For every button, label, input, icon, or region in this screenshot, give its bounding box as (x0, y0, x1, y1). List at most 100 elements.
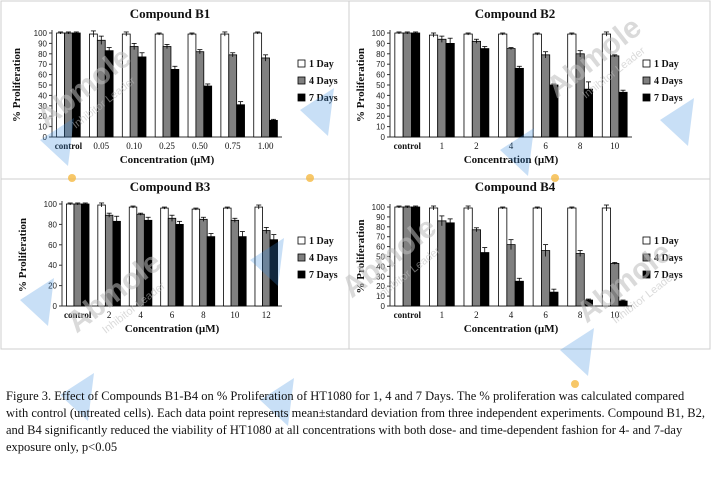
bar-1 (429, 34, 439, 138)
x-tick-label: control (394, 310, 422, 320)
y-tick-label: 0 (43, 133, 48, 142)
legend-swatch (642, 270, 651, 279)
legend-label: 1 Day (309, 59, 334, 70)
panel-b4-border (348, 178, 711, 350)
legend-swatch (642, 93, 651, 102)
bar-1 (220, 33, 230, 138)
watermark-wedge (20, 278, 54, 326)
legend-label: 7 Days (654, 270, 683, 281)
y-tick-label: 50 (376, 81, 385, 90)
watermark-wedge (250, 238, 284, 286)
x-tick-label: 6 (543, 141, 548, 151)
bar-2 (506, 48, 516, 138)
x-tick-label: 6 (543, 310, 548, 320)
x-tick-label: 10 (610, 310, 620, 320)
bar-3 (269, 119, 278, 138)
bar-2 (228, 54, 238, 138)
y-tick-label: 40 (38, 91, 47, 100)
y-tick-label: 70 (376, 60, 385, 69)
y-tick-label: 80 (376, 223, 385, 232)
bar-3 (514, 280, 524, 307)
bar-2 (73, 203, 82, 307)
x-tick-label: 4 (138, 310, 143, 320)
bar-1 (191, 208, 201, 307)
y-tick-label: 40 (48, 261, 57, 270)
y-tick-label: 20 (38, 112, 47, 121)
bar-3 (411, 32, 421, 138)
bar-3 (445, 43, 455, 138)
bar-2 (162, 46, 172, 138)
y-axis-label: % Proliferation (355, 219, 367, 293)
x-tick-label: 8 (578, 141, 583, 151)
y-tick-label: 100 (44, 200, 58, 209)
x-tick-label: 8 (201, 310, 206, 320)
legend-label: 7 Days (309, 93, 338, 104)
y-tick-label: 60 (48, 241, 57, 250)
watermark-wedge (60, 373, 94, 421)
bar-3 (480, 48, 490, 138)
x-tick-label: 10 (610, 141, 620, 151)
legend-swatch (297, 59, 306, 68)
bar-2 (199, 218, 208, 307)
y-tick-label: 50 (376, 253, 385, 262)
legend-label: 4 Days (654, 76, 683, 87)
x-tick-label: 1.00 (258, 141, 274, 151)
x-axis-label: Concentration (µM) (464, 154, 559, 166)
bar-2 (471, 229, 481, 307)
y-tick-label: 0 (53, 302, 58, 311)
chart-4: Compound B4% Proliferation01020304050607… (355, 179, 683, 335)
legend-swatch (642, 76, 651, 85)
y-tick-label: 70 (38, 60, 47, 69)
x-tick-label: 0.10 (126, 141, 142, 151)
y-tick-label: 30 (376, 102, 385, 111)
x-tick-label: control (55, 141, 83, 151)
y-tick-label: 60 (376, 71, 385, 80)
bar-2 (195, 51, 205, 138)
chart-2: Compound B2% Proliferation01020304050607… (355, 6, 683, 166)
bar-1 (498, 207, 508, 307)
y-tick-label: 60 (376, 243, 385, 252)
x-tick-label: 2 (474, 310, 479, 320)
bar-3 (81, 203, 90, 307)
x-tick-label: 2 (474, 141, 479, 151)
legend-swatch (642, 59, 651, 68)
legend-label: 7 Days (309, 270, 338, 281)
chart-title: Compound B2 (475, 6, 556, 21)
x-tick-label: 0.50 (192, 141, 208, 151)
bar-2 (506, 244, 516, 307)
bar-2 (402, 32, 412, 138)
legend-label: 7 Days (654, 93, 683, 104)
x-axis-label: Concentration (µM) (120, 154, 215, 166)
bar-3 (137, 56, 147, 138)
bar-2 (541, 250, 551, 307)
y-tick-label: 30 (376, 272, 385, 281)
watermark-wedge (40, 118, 74, 166)
x-tick-label: 10 (230, 310, 240, 320)
legend-label: 4 Days (309, 76, 338, 87)
watermark-wedge (300, 88, 334, 136)
y-tick-label: 10 (376, 292, 385, 301)
bar-1 (223, 207, 232, 307)
y-tick-label: 80 (376, 50, 385, 59)
x-axis-label: Concentration (µM) (125, 323, 220, 335)
bar-1 (498, 33, 508, 138)
bar-1 (532, 33, 542, 138)
watermark-dot (551, 174, 559, 182)
legend-swatch (297, 270, 306, 279)
bar-2 (230, 219, 240, 307)
x-tick-label: 0.25 (159, 141, 175, 151)
watermark-dot (68, 174, 76, 182)
bar-3 (170, 69, 180, 138)
x-tick-label: 1 (440, 310, 445, 320)
bar-1 (567, 207, 577, 307)
legend-swatch (297, 93, 306, 102)
legend-swatch (297, 236, 306, 245)
legend-swatch (297, 253, 306, 262)
legend-label: 4 Days (309, 253, 338, 264)
y-tick-label: 40 (376, 91, 385, 100)
y-axis-label: % Proliferation (355, 48, 367, 122)
x-tick-label: 12 (262, 310, 271, 320)
